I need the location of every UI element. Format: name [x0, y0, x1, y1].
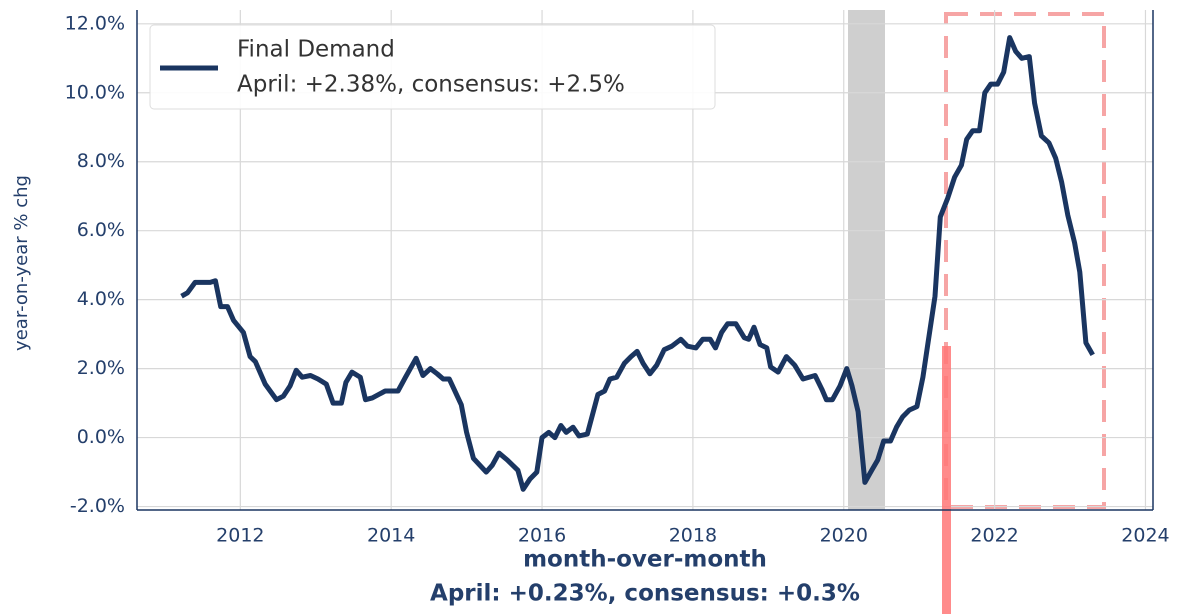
y-tick-label: 6.0%: [77, 219, 125, 241]
y-tick-label: 0.0%: [77, 426, 125, 448]
y-tick-label: -2.0%: [70, 495, 125, 517]
x-note: April: +0.23%, consensus: +0.3%: [430, 581, 860, 607]
y-tick-label: 4.0%: [77, 288, 125, 310]
legend-note: April: +2.38%, consensus: +2.5%: [237, 72, 625, 98]
x-tick-label: 2022: [970, 525, 1018, 547]
y-tick-label: 10.0%: [65, 81, 125, 103]
mom-bar: [942, 346, 951, 614]
y-axis-label: year-on-year % chg: [11, 175, 32, 351]
x-tick-label: 2016: [518, 525, 566, 547]
recession-shade: [848, 10, 885, 510]
x-tick-label: 2012: [216, 525, 264, 547]
legend: [149, 24, 716, 110]
y-tick-label: 12.0%: [65, 12, 125, 34]
y-tick-label: 2.0%: [77, 357, 125, 379]
x-tick-label: 2014: [367, 525, 415, 547]
x-tick-label: 2018: [669, 525, 717, 547]
y-tick-label: 8.0%: [77, 150, 125, 172]
x-axis-label: month-over-month: [523, 547, 767, 573]
series-line: [180, 35, 1095, 492]
x-tick-label: 2024: [1121, 525, 1169, 547]
plot: [180, 35, 1095, 492]
highlight-box: [944, 12, 1106, 509]
x-tick-label: 2020: [820, 525, 868, 547]
legend-label: Final Demand: [237, 37, 395, 63]
